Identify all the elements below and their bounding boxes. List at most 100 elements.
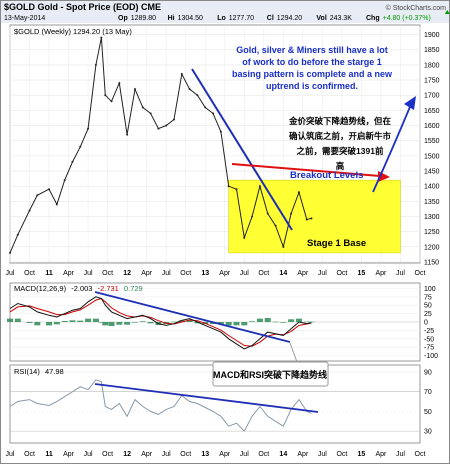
rsi-y-tick-label: 30 — [424, 429, 432, 436]
x-tick-label: Oct — [102, 270, 113, 277]
macd-y-tick-label: 100 — [424, 286, 436, 293]
ohlc-label: Lo — [217, 15, 226, 22]
macd-histogram-bar — [194, 322, 201, 324]
macd-histogram-bar — [124, 322, 131, 325]
price-point — [104, 94, 107, 97]
price-point — [28, 209, 31, 212]
x-tick-label-bottom: Oct — [180, 451, 191, 458]
price-point — [266, 212, 269, 215]
x-tick-label: 14 — [279, 270, 287, 277]
macd-histogram-bar — [61, 320, 68, 322]
breakout-levels-label: Breakout Levels — [290, 170, 363, 181]
rsi-line — [9, 379, 312, 432]
x-tick-label: Apr — [375, 270, 387, 277]
price-point — [212, 112, 215, 115]
x-tick-label: Jul — [6, 270, 15, 277]
rsi-legend-value: 47.98 — [45, 367, 64, 376]
price-point — [63, 179, 66, 182]
price-point — [251, 215, 254, 218]
x-tick-label-bottom: Apr — [375, 451, 387, 458]
x-tick-label-bottom: Oct — [102, 451, 113, 458]
macd-histogram-bar — [241, 322, 248, 326]
macd-y-tick-label: 50 — [424, 303, 432, 310]
macd-histogram-bar — [77, 320, 84, 322]
macd-histogram-bar — [225, 322, 232, 326]
price-y-tick-label: 1150 — [424, 260, 439, 267]
macd-histogram-bar — [178, 320, 185, 322]
price-point — [219, 130, 222, 133]
macd-histogram-bar — [46, 322, 53, 326]
macd-legend-value-2: -2.731 — [98, 284, 119, 293]
price-point — [290, 212, 293, 215]
macd-histogram-bar — [295, 318, 302, 322]
price-point — [48, 188, 51, 191]
macd-histogram-bar — [303, 321, 310, 323]
macd-y-tick-label: 0 — [424, 320, 428, 327]
x-tick-label-bottom: Oct — [415, 451, 426, 458]
x-tick-label: Oct — [336, 270, 347, 277]
ohlc-value: 1304.50 — [178, 15, 203, 22]
macd-legend-value-1: -2.003 — [71, 284, 92, 293]
price-y-tick-label: 1200 — [424, 244, 440, 251]
x-tick-label-bottom: Oct — [258, 451, 269, 458]
price-point — [204, 106, 207, 109]
macd-histogram-bar — [233, 322, 240, 326]
macd-histogram-bar — [26, 322, 33, 324]
price-point — [16, 233, 19, 236]
macd-histogram-bar — [288, 319, 295, 322]
annotation-line: 确认筑底之前，开启新牛市 — [289, 131, 392, 141]
price-point — [71, 160, 74, 163]
x-tick-label-bottom: Apr — [63, 451, 75, 458]
price-y-tick-label: 1400 — [424, 184, 440, 191]
x-tick-label-bottom: Jul — [162, 451, 171, 458]
ohlc-item: Cl 1294.20 — [267, 15, 302, 22]
macd-signal-line — [9, 297, 312, 347]
price-point — [274, 224, 277, 227]
price-point — [297, 191, 300, 194]
price-y-tick-label: 1700 — [424, 93, 440, 100]
rsi-y-tick-label: 90 — [424, 369, 432, 376]
x-tick-label: Jul — [318, 270, 327, 277]
price-y-tick-label: 1550 — [424, 138, 440, 145]
macd-histogram-bar — [108, 322, 115, 327]
rsi-legend-name: RSI(14) — [14, 367, 40, 376]
price-point — [87, 127, 90, 130]
price-legend: $GOLD (Weekly) 1294.20 (13 May) — [14, 27, 132, 36]
price-point — [227, 185, 230, 188]
macd-histogram-bar — [53, 322, 60, 325]
price-point — [282, 245, 285, 248]
price-y-tick-label: 1800 — [424, 62, 440, 69]
projection-arrow-head — [404, 96, 416, 110]
macd-histogram-bar — [92, 318, 99, 322]
price-point — [157, 127, 160, 130]
x-tick-label: Apr — [141, 270, 153, 277]
x-tick-label: 13 — [201, 270, 209, 277]
macd-histogram-bar — [171, 321, 177, 323]
x-tick-label-bottom: Jul — [240, 451, 249, 458]
ohlc-value: 1289.80 — [131, 15, 156, 22]
price-point — [100, 36, 103, 39]
macd-histogram-bar — [102, 322, 109, 326]
price-point — [118, 82, 121, 85]
x-tick-label-bottom: Jul — [318, 451, 327, 458]
macd-histogram-bar — [264, 317, 271, 322]
annotation-line: 之前，需要突破1391前 — [297, 146, 384, 156]
price-point — [310, 217, 313, 220]
ohlc-value: 243.3K — [330, 15, 353, 22]
ohlc-row: Op 1289.80 Hi 1304.50 Lo 1277.70 Cl 1294.20 Vol 2… — [118, 10, 450, 22]
price-point — [9, 251, 11, 254]
x-tick-label: Apr — [63, 270, 75, 277]
x-tick-label: Oct — [24, 270, 35, 277]
price-y-tick-label: 1300 — [424, 214, 440, 221]
x-tick-label-bottom: Apr — [297, 451, 309, 458]
price-y-tick-label: 1750 — [424, 78, 440, 85]
x-tick-label: Oct — [180, 270, 191, 277]
ohlc-value: 1294.20 — [277, 15, 302, 22]
macd-y-tick-label: -75 — [424, 345, 434, 352]
macd-histogram-bar — [131, 322, 138, 323]
price-points — [9, 36, 313, 254]
macd-histogram-bar — [272, 321, 279, 323]
x-tick-label-bottom: Oct — [336, 451, 347, 458]
ohlc-item: Op 1289.80 — [118, 15, 156, 22]
x-tick-label: Oct — [415, 270, 426, 277]
